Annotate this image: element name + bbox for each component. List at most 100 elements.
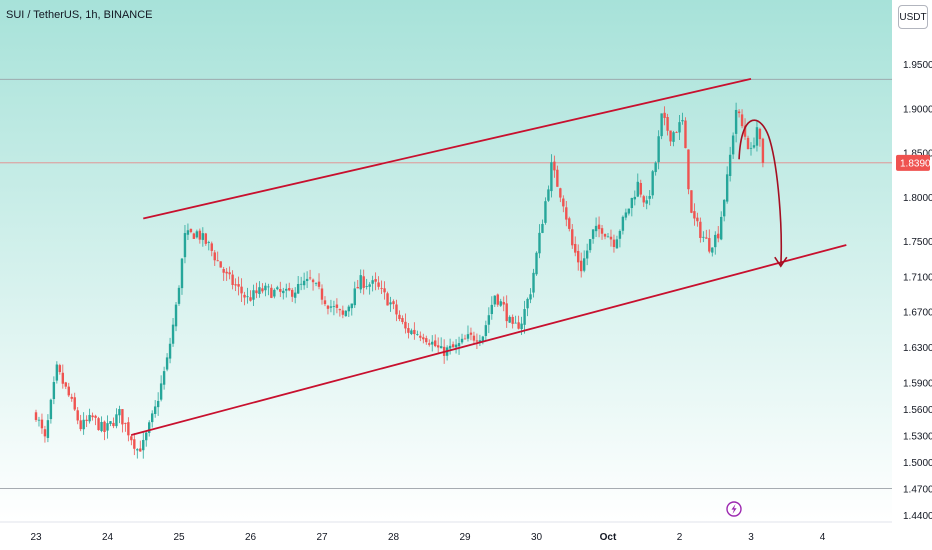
candle <box>94 414 97 426</box>
candle <box>133 433 136 456</box>
candle <box>484 320 488 341</box>
candle <box>389 296 392 312</box>
candle <box>460 333 464 345</box>
candle <box>615 235 619 249</box>
candle <box>320 284 324 305</box>
channel-lower-line[interactable] <box>131 244 847 436</box>
candle <box>222 266 225 281</box>
candle <box>711 247 714 257</box>
candle <box>734 102 738 143</box>
candle <box>70 393 73 402</box>
candle <box>326 304 330 315</box>
candle <box>439 337 443 349</box>
y-tick-label: 1.4700 <box>903 484 932 495</box>
candle <box>678 115 681 141</box>
candle <box>392 299 395 310</box>
candle <box>511 314 514 329</box>
candle <box>526 297 529 317</box>
candle <box>142 431 145 459</box>
candle <box>311 278 315 291</box>
candle <box>577 244 580 271</box>
candle <box>481 335 485 345</box>
candle <box>398 310 401 322</box>
candle <box>636 173 639 198</box>
candle <box>699 217 702 243</box>
candle <box>684 117 687 149</box>
y-tick-label: 1.5900 <box>903 378 932 389</box>
candle <box>702 231 705 243</box>
time-axis[interactable]: 23 24 25 26 27 28 29 30 Oct 2 3 4 <box>30 532 825 543</box>
candle <box>428 339 431 347</box>
candle <box>85 415 88 428</box>
candle <box>314 282 318 287</box>
candle <box>556 165 559 187</box>
candle <box>362 269 365 295</box>
candle <box>347 304 351 317</box>
candle <box>639 179 642 198</box>
candle <box>693 203 696 226</box>
candle <box>261 283 264 294</box>
candle <box>228 266 231 280</box>
candle <box>67 382 70 398</box>
candle <box>508 315 511 323</box>
candle <box>529 288 532 304</box>
currency-unit-button[interactable]: USDT <box>898 5 928 29</box>
candle <box>237 276 240 296</box>
candle <box>633 190 637 206</box>
candle <box>722 199 726 222</box>
candle <box>448 338 452 355</box>
candle <box>487 307 491 334</box>
candle <box>761 137 765 168</box>
projection-arrow[interactable] <box>738 119 783 267</box>
y-tick-label: 1.4400 <box>903 511 932 522</box>
price-axis-background <box>892 0 932 550</box>
y-tick-label: 1.8500 <box>903 149 932 160</box>
candle <box>681 112 684 125</box>
candle <box>353 281 356 308</box>
price-axis[interactable]: 1.9500 1.9000 1.8500 1.8000 1.7500 1.7100 1.67… <box>896 60 932 522</box>
candle <box>582 250 586 273</box>
lightning-icon[interactable] <box>726 501 742 517</box>
candle <box>621 215 625 235</box>
candle <box>535 251 538 276</box>
candle <box>547 185 550 202</box>
candle <box>475 333 479 350</box>
candle <box>267 283 270 296</box>
candle <box>383 281 386 300</box>
candle <box>103 420 106 441</box>
candle <box>559 187 562 203</box>
candle <box>55 361 59 384</box>
candle <box>419 331 422 342</box>
candle <box>276 285 279 291</box>
candle <box>40 413 44 434</box>
candle <box>139 440 142 452</box>
candle <box>37 416 41 427</box>
candle <box>258 281 261 298</box>
candle <box>162 366 166 390</box>
candle <box>374 272 377 291</box>
candle <box>627 208 631 216</box>
candle <box>177 285 181 306</box>
candle <box>302 272 306 290</box>
candle <box>472 331 476 345</box>
candle <box>350 303 353 316</box>
candle <box>344 310 348 317</box>
candle <box>553 155 556 178</box>
x-tick-label: 23 <box>30 532 42 543</box>
candle <box>648 190 651 206</box>
candle <box>189 228 193 234</box>
candle <box>153 400 157 418</box>
candle <box>657 130 660 170</box>
candle <box>296 275 300 294</box>
candle <box>502 296 505 312</box>
candle <box>505 295 508 328</box>
channel-upper-line[interactable] <box>143 78 752 220</box>
y-tick-label: 1.9500 <box>903 60 932 71</box>
candle <box>198 228 202 244</box>
candle <box>720 211 723 241</box>
candle <box>180 257 184 295</box>
candle <box>201 227 205 247</box>
candle <box>213 250 216 266</box>
candle <box>541 219 544 234</box>
